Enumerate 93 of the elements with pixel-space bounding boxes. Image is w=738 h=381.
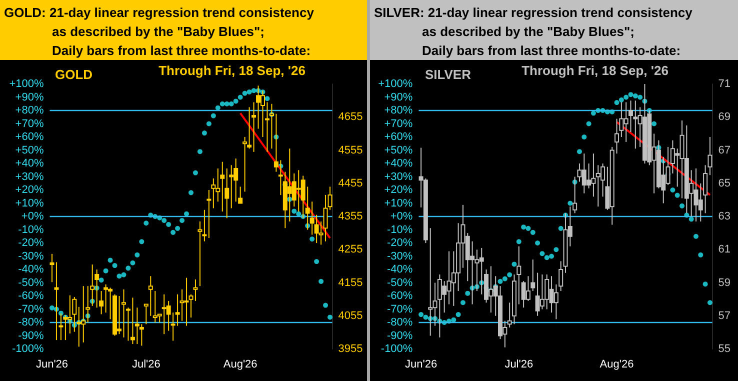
candlestick	[121, 288, 126, 338]
y-tick-label: -60%	[18, 290, 44, 302]
y2-tick-label: 4255	[338, 244, 363, 256]
y-tick-label: +0%	[21, 210, 44, 222]
y-tick-label: -40%	[18, 264, 44, 276]
y2-tick-label: 59	[718, 276, 731, 289]
candlestick	[198, 220, 202, 287]
candlestick	[50, 253, 54, 283]
y2-tick-label: 55	[718, 343, 731, 355]
candlestick	[206, 190, 212, 239]
y-tick-label: -40%	[387, 264, 413, 276]
candlestick	[516, 246, 522, 305]
y-tick-label: +40%	[15, 158, 44, 170]
y2-tick-label: 57	[718, 310, 731, 322]
y2-tick-label: 67	[718, 144, 731, 156]
candlestick	[242, 136, 248, 192]
y-tick-label: -90%	[18, 330, 44, 342]
candlestick	[628, 100, 633, 133]
candlestick	[134, 307, 140, 345]
candlestick	[130, 297, 135, 345]
x-tick-label: Jul'26	[504, 358, 534, 370]
candlestick	[614, 118, 620, 154]
candlestick	[220, 161, 225, 212]
y-tick-label: -60%	[387, 290, 413, 302]
text: SILVER	[425, 67, 472, 82]
y-tick-label: -50%	[18, 276, 44, 289]
candlestick	[184, 277, 189, 326]
y-tick-label: +20%	[15, 184, 44, 196]
candlestick	[211, 178, 216, 209]
y-tick-label: +80%	[384, 104, 413, 116]
y2-tick-label: 65	[718, 177, 731, 190]
y-tick-label: +20%	[384, 184, 413, 196]
y2-tick-label: 4355	[338, 210, 363, 222]
y-tick-label: +90%	[15, 91, 44, 104]
candlestick	[554, 284, 558, 320]
y-tick-label: +100%	[378, 78, 413, 90]
y-tick-label: +90%	[384, 91, 413, 104]
chart-subtitle: Through Fri, 18 Sep, '26	[522, 63, 668, 78]
chart-title: SILVER: 21-day linear regression trend consistency as described by the "Baby Blues"; Daily bars from last three months-to-date:	[370, 0, 738, 60]
y-tick-label: -90%	[387, 330, 413, 342]
y-tick-label: -80%	[18, 316, 44, 328]
y-tick-label: -20%	[387, 237, 413, 249]
y-tick-label: +50%	[15, 144, 44, 156]
y2-tick-label: 4055	[338, 310, 363, 322]
y2-tick-label: 63	[718, 210, 731, 222]
candlestick	[530, 259, 536, 292]
y2-tick-label: 3955	[338, 343, 363, 355]
y-tick-label: -70%	[387, 303, 413, 316]
y-tick-label: -30%	[18, 250, 44, 262]
y-tick-label: -10%	[387, 224, 413, 236]
chart-subtitle: Through Fri, 18 Sep, '26	[158, 63, 306, 78]
x-tick-label: Jun'26	[36, 358, 68, 370]
candlestick	[104, 284, 108, 314]
y-tick-label: +70%	[15, 118, 44, 130]
y2-tick-label: 4655	[338, 111, 363, 124]
y2-tick-label: 69	[718, 111, 731, 124]
y-tick-label: +70%	[384, 118, 413, 130]
y-tick-label: +60%	[15, 131, 44, 143]
y-tick-label: -100%	[380, 343, 413, 355]
y2-tick-label: 4555	[338, 144, 363, 156]
y-tick-label: +100%	[9, 78, 44, 90]
y2-tick-label: 4155	[338, 276, 363, 289]
candlestick	[175, 294, 180, 326]
y-tick-label: +40%	[384, 158, 413, 170]
candlestick	[148, 276, 153, 316]
y-tick-label: -10%	[18, 224, 44, 236]
x-tick-label: Jul'26	[132, 358, 160, 370]
y-tick-label: +80%	[15, 104, 44, 116]
y-tick-label: +10%	[15, 197, 44, 210]
y-tick-label: +30%	[15, 170, 44, 183]
y-tick-label: -70%	[18, 303, 44, 316]
candlestick	[558, 260, 564, 292]
x-tick-label: Aug'26	[223, 358, 258, 370]
y-tick-label: -100%	[12, 343, 44, 355]
candlestick	[139, 324, 144, 346]
y-tick-label: +30%	[384, 170, 413, 183]
text: GOLD	[55, 67, 93, 82]
y2-tick-label: 4455	[338, 177, 363, 190]
candlestick	[526, 276, 530, 302]
y-tick-label: +10%	[384, 197, 413, 210]
y-tick-label: +60%	[384, 131, 413, 143]
x-tick-label: Jun'26	[404, 358, 438, 370]
y2-tick-label: 61	[718, 244, 731, 256]
y-tick-label: -50%	[387, 276, 413, 289]
y-tick-label: -80%	[387, 316, 413, 328]
candlestick	[193, 278, 198, 302]
y2-tick-label: 71	[718, 78, 731, 90]
y-tick-label: -20%	[18, 237, 44, 249]
y-tick-label: -30%	[387, 250, 413, 262]
y-tick-label: +0%	[390, 210, 413, 222]
x-tick-label: Aug'26	[600, 358, 634, 370]
chart-title: GOLD: 21-day linear regression trend consistency as described by the "Baby Blues"; Daily bars from last three months-to-date:	[0, 0, 367, 60]
y-tick-label: +50%	[384, 144, 413, 156]
